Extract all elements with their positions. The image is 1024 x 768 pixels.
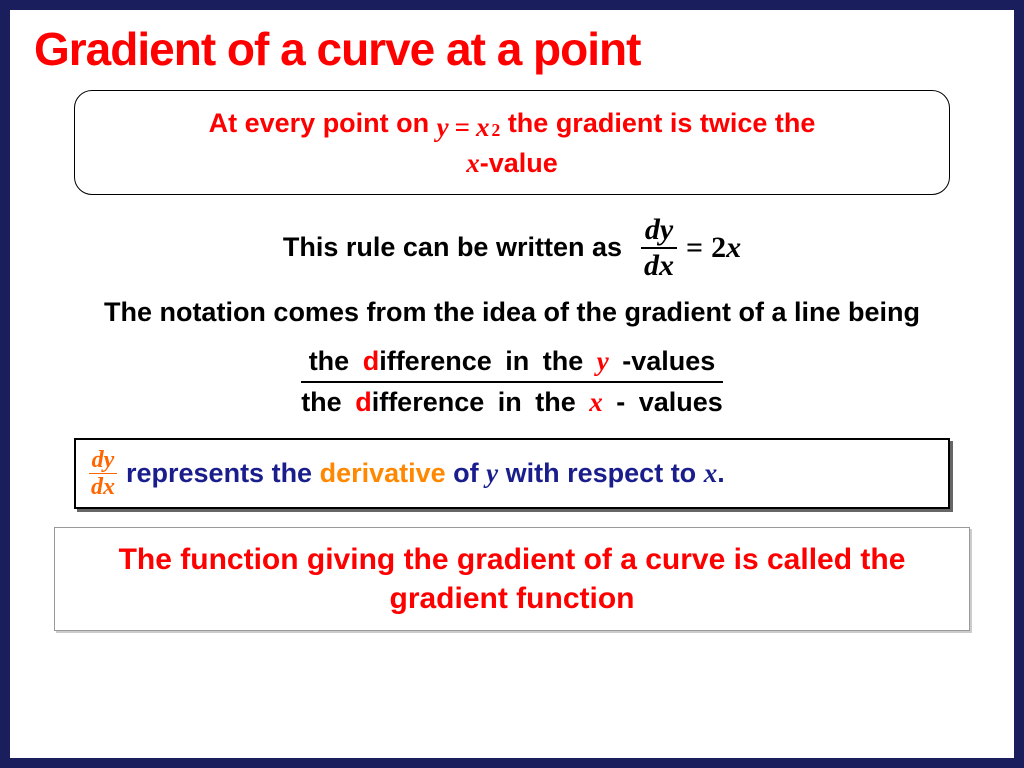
deriv-t3: with respect to (498, 458, 704, 488)
rule-eq-sign: = (686, 231, 703, 265)
deriv-var-x: x (704, 458, 718, 488)
slide-container: Gradient of a curve at a point At every … (10, 10, 1014, 758)
diff-top-the: the (309, 346, 363, 376)
callout-prefix: At every point on (209, 108, 437, 138)
frac-num: dy (641, 215, 677, 249)
diff-bot: the difference in the x - values (293, 383, 731, 420)
callout-line2-suffix: -value (480, 148, 558, 178)
deriv-word: derivative (320, 458, 446, 488)
rhs-coeff: 2 (711, 231, 726, 264)
rule-equation: dy dx = 2x (640, 215, 741, 281)
diff-bot-rest2: - values (603, 387, 723, 417)
diff-bot-d: d (355, 387, 372, 417)
rule-rhs: 2x (711, 231, 741, 265)
diff-top-rest1: ifference in the (379, 346, 597, 376)
deriv-t2: of (446, 458, 487, 488)
deriv-t1: represents the (126, 458, 320, 488)
eq-rhs-exp: 2 (492, 119, 501, 143)
rule-text: This rule can be written as (283, 232, 622, 263)
small-frac-den: dx (88, 474, 118, 499)
eq-op: = (455, 109, 470, 145)
deriv-text: represents the derivative of y with resp… (126, 458, 725, 489)
dydx-small-fraction: dy dx (88, 448, 118, 499)
deriv-var-y: y (486, 458, 498, 488)
diff-bot-rest1: ifference in the (372, 387, 590, 417)
diff-top-d: d (363, 346, 380, 376)
diff-bot-var: x (589, 387, 603, 417)
frac-den: dx (640, 249, 678, 281)
diff-top-var: y (597, 346, 609, 376)
callout-equation: y = x 2 (437, 109, 501, 145)
derivative-box: dy dx represents the derivative of y wit… (74, 438, 950, 509)
callout-box: At every point on y = x 2 the gradient i… (74, 90, 950, 195)
callout-suffix: the gradient is twice the (508, 108, 816, 138)
gradient-function-box: The function giving the gradient of a cu… (54, 527, 970, 631)
diff-frac-wrapper: the difference in the y -values the diff… (34, 338, 990, 434)
eq-rhs-base: x (476, 109, 490, 145)
page-title: Gradient of a curve at a point (34, 22, 990, 76)
notation-text: The notation comes from the idea of the … (34, 295, 990, 330)
rule-line: This rule can be written as dy dx = 2x (34, 215, 990, 281)
dydx-fraction: dy dx (640, 215, 678, 281)
diff-top: the difference in the y -values (301, 344, 724, 383)
diff-bot-the: the (301, 387, 355, 417)
deriv-t4: . (717, 458, 725, 488)
eq-lhs: y (437, 109, 449, 145)
rhs-var: x (726, 231, 741, 264)
difference-fraction: the difference in the y -values the diff… (293, 344, 731, 420)
small-frac-num: dy (89, 448, 118, 474)
callout-xvar: x (466, 148, 480, 178)
diff-top-rest2: -values (609, 346, 716, 376)
